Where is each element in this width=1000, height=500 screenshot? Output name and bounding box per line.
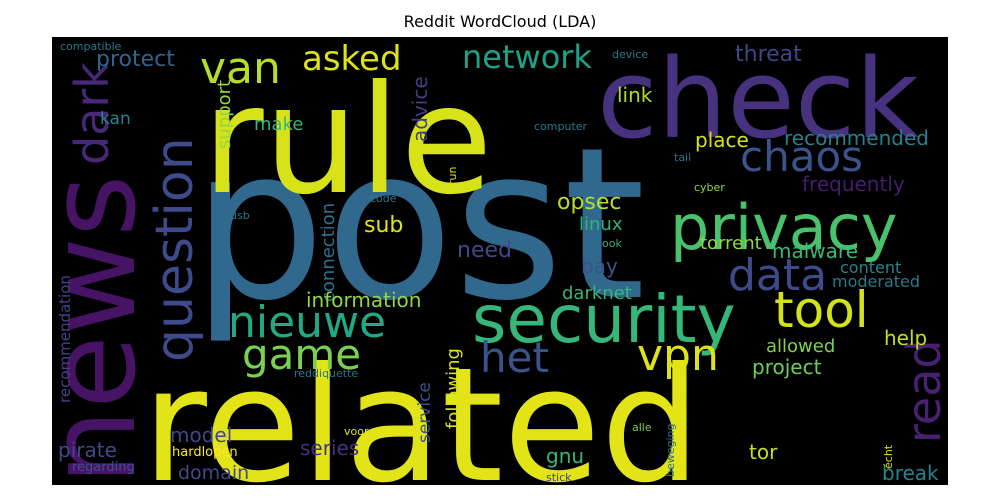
word-security: security (472, 281, 736, 358)
word-asked: asked (302, 39, 402, 79)
word-check: check (597, 37, 919, 163)
word-make: make (254, 114, 303, 135)
word-compatible: compatible (60, 40, 122, 53)
word-chaos: chaos (740, 132, 863, 181)
chart-title: Reddit WordCloud (LDA) (403, 12, 597, 31)
word-protect: protect (96, 47, 175, 72)
word-domain: domain (178, 462, 249, 484)
word-echt: écht (882, 444, 895, 469)
word-recommendation: recommendation (56, 275, 74, 403)
word-place: place (695, 128, 749, 152)
word-beweging: beweging (664, 423, 677, 477)
word-alle: alle (632, 421, 652, 434)
word-het: het (480, 333, 549, 382)
word-following: following (443, 348, 464, 429)
word-stick: stick (546, 471, 572, 484)
word-need: need (457, 238, 512, 263)
word-device: device (612, 48, 648, 61)
word-connection: connection (318, 203, 339, 302)
word-model: model (170, 423, 232, 447)
word-usb: usb (230, 209, 250, 222)
word-darknet: darknet (562, 283, 632, 304)
word-advice: advice (408, 76, 432, 142)
word-regarding: regarding (72, 460, 135, 475)
word-related: related (142, 334, 701, 485)
word-network: network (462, 38, 592, 76)
word-cloud-canvas: post related rule check news privacy sec… (52, 37, 948, 485)
word-bay: bay (581, 254, 618, 278)
word-malware: malware (772, 239, 858, 263)
word-information: information (306, 288, 421, 312)
word-computer: computer (534, 120, 588, 133)
word-break: break (882, 461, 939, 485)
word-linux: linux (579, 214, 623, 235)
word-pirate: pirate (58, 438, 117, 462)
word-nieuwe: nieuwe (228, 297, 386, 348)
word-code: code (370, 192, 397, 205)
word-run: run (446, 167, 459, 185)
word-cloud: post related rule check news privacy sec… (52, 37, 948, 485)
word-voor: voor (344, 425, 369, 438)
word-kan: kan (100, 109, 131, 129)
word-tail: tail (674, 151, 691, 164)
word-project: project (752, 355, 822, 379)
word-vpn: vpn (637, 330, 719, 381)
word-support: support (214, 80, 235, 149)
word-frequently: frequently (802, 172, 905, 196)
word-content: content (840, 258, 901, 277)
word-cyber: cyber (694, 181, 725, 194)
word-post: post (192, 102, 646, 347)
word-question: question (145, 137, 205, 362)
word-torrent: torrent (700, 233, 762, 254)
word-link: link (617, 83, 653, 107)
word-gnu: gnu (546, 444, 584, 468)
word-opsec: opsec (557, 190, 622, 215)
word-tool: tool (774, 281, 869, 339)
word-news: news (52, 174, 163, 485)
word-ook: ook (602, 237, 622, 250)
word-sub: sub (364, 213, 403, 238)
word-moderated: moderated (832, 272, 920, 291)
word-privacy: privacy (670, 191, 898, 264)
word-threat: threat (735, 42, 802, 67)
word-recommended: recommended (784, 126, 929, 150)
word-hardlopen: hardlopen (172, 445, 238, 460)
word-series: series (300, 436, 359, 460)
word-read: read (897, 339, 948, 443)
word-service: service (415, 382, 435, 443)
word-rule: rule (202, 54, 493, 228)
word-data: data (728, 250, 827, 301)
word-dark: dark (65, 62, 119, 165)
word-tor: tor (749, 440, 778, 464)
word-van: van (200, 43, 281, 94)
word-game: game (242, 330, 361, 379)
word-reddiquette: reddiquette (294, 367, 358, 380)
word-allowed: allowed (766, 336, 835, 357)
word-help: help (884, 326, 927, 350)
